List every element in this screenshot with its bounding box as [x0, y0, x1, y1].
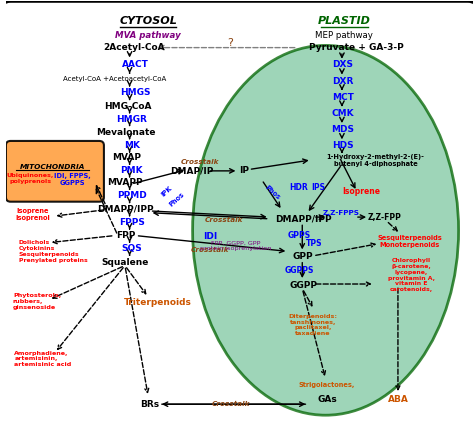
Text: Amorphadiene,
artemisinin,
artemisinic acid: Amorphadiene, artemisinin, artemisinic a… [14, 350, 72, 367]
Text: HDR: HDR [290, 183, 309, 192]
Ellipse shape [192, 46, 459, 415]
Text: IDI, FPPS,
GGPPS: IDI, FPPS, GGPPS [54, 173, 91, 186]
Text: CYTOSOL: CYTOSOL [119, 16, 177, 26]
Text: GGPP: GGPP [289, 281, 317, 290]
Text: ABA: ABA [388, 395, 409, 404]
Text: Dolichols
Cytokinins
Sesquiterpenoids
Prenylated proteins: Dolichols Cytokinins Sesquiterpenoids Pr… [19, 240, 88, 263]
Text: FPPS: FPPS [119, 218, 145, 227]
Text: Diterpenoids:
tanshinones,
paclitaxel,
taxadiene: Diterpenoids: tanshinones, paclitaxel, t… [289, 314, 337, 336]
Text: GGPPS: GGPPS [284, 266, 314, 275]
Text: Acetyl-CoA +Acetoacetyl-CoA: Acetyl-CoA +Acetoacetyl-CoA [63, 76, 166, 82]
Text: GPPS: GPPS [287, 231, 310, 240]
Text: 1-Hydroxy-2-methyl-2-(E)-
butenyl 4-diphosphate: 1-Hydroxy-2-methyl-2-(E)- butenyl 4-diph… [327, 154, 425, 167]
Text: MVAP: MVAP [112, 153, 141, 162]
Text: Crosstalk: Crosstalk [211, 401, 250, 407]
Text: MCT: MCT [332, 93, 354, 102]
Text: Mevalonate: Mevalonate [97, 128, 156, 136]
Text: BRs: BRs [140, 400, 159, 409]
Text: IPS: IPS [311, 183, 326, 192]
Text: FPP: FPP [116, 231, 135, 240]
Text: HDS: HDS [332, 141, 354, 150]
Text: HMGR: HMGR [117, 115, 147, 124]
Text: Crosstalk: Crosstalk [180, 159, 219, 165]
Text: PPMD: PPMD [117, 191, 147, 201]
Text: HMGS: HMGS [120, 89, 150, 97]
Text: MDS: MDS [331, 125, 355, 134]
Text: Phytosterols,
rubbers,
ginsenoside: Phytosterols, rubbers, ginsenoside [13, 293, 61, 310]
Text: Z,Z-FPPS: Z,Z-FPPS [322, 210, 359, 216]
Text: Crosstalk: Crosstalk [205, 217, 244, 223]
Text: CMK: CMK [331, 109, 354, 118]
Text: MITOCHONDRIA: MITOCHONDRIA [20, 164, 85, 171]
Text: Ubiquinones,
polyprenols: Ubiquinones, polyprenols [7, 173, 54, 184]
Text: TPS: TPS [306, 239, 322, 248]
Text: Squalene: Squalene [102, 257, 149, 267]
Text: PMK: PMK [120, 167, 143, 175]
Text: ?: ? [227, 38, 233, 48]
FancyBboxPatch shape [6, 141, 104, 202]
Text: Pyruvate + GA-3-P: Pyruvate + GA-3-P [310, 43, 404, 52]
Text: AACT: AACT [122, 60, 149, 69]
Text: GPP: GPP [293, 252, 313, 261]
Text: IPK: IPK [160, 185, 173, 198]
Text: DMAPP/IPP: DMAPP/IPP [97, 205, 154, 214]
Text: GAs: GAs [317, 395, 337, 404]
Text: DXR: DXR [332, 77, 354, 86]
Text: MVAPP: MVAPP [108, 178, 143, 187]
Text: Crosstalk: Crosstalk [191, 247, 229, 253]
Text: Triterpenoids: Triterpenoids [124, 299, 191, 307]
Text: Sesquiterpenoids
Monoterpenoids: Sesquiterpenoids Monoterpenoids [377, 235, 442, 248]
Text: FPP, GGPP, GPP
protein isoprenylation: FPP, GGPP, GPP protein isoprenylation [201, 240, 272, 251]
Text: Z,Z-FPP: Z,Z-FPP [368, 213, 402, 222]
Text: DMAPP/IPP: DMAPP/IPP [275, 215, 331, 224]
Text: Isoprene
Isoprenol: Isoprene Isoprenol [16, 208, 50, 222]
Text: MVA pathway: MVA pathway [115, 31, 181, 40]
Text: IDI: IDI [203, 232, 218, 241]
Text: DMAP/IP: DMAP/IP [170, 167, 213, 175]
Text: SQS: SQS [121, 244, 142, 253]
Text: Phos: Phos [168, 191, 186, 208]
Text: Phos: Phos [264, 185, 282, 201]
Text: DXS: DXS [332, 60, 354, 69]
Text: 2Acetyl-CoA: 2Acetyl-CoA [103, 43, 165, 52]
Text: Chlorophyll
β-carotene,
lycopene,
provitamin A,
vitamin E
carotenoids,: Chlorophyll β-carotene, lycopene, provit… [388, 258, 435, 292]
Text: HMG-CoA: HMG-CoA [104, 101, 152, 111]
Text: MEP pathway: MEP pathway [315, 31, 373, 40]
Text: PLASTID: PLASTID [318, 16, 371, 26]
Text: Strigolactones,: Strigolactones, [299, 382, 355, 388]
Text: MK: MK [124, 141, 140, 150]
Text: Isoprene: Isoprene [343, 187, 381, 196]
Text: IP: IP [239, 167, 249, 175]
